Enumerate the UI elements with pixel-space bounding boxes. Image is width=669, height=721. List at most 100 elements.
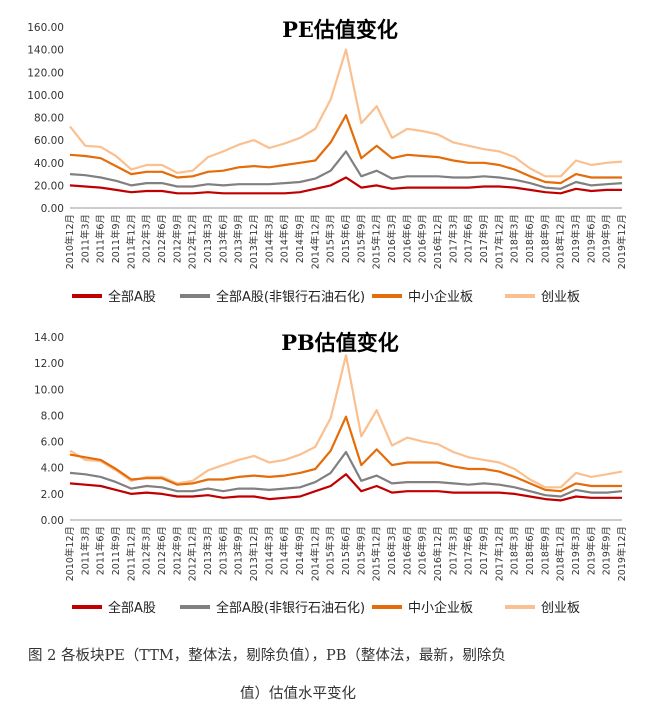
pe-x-tick-label: 2011年9月 [110, 214, 122, 263]
pb-x-tick-label: 2016年9月 [417, 526, 429, 575]
pe-x-tick-label: 2012年6月 [156, 214, 168, 263]
pb-x-tick-label: 2013年6月 [217, 526, 229, 575]
pb-x-tick-label: 2016年3月 [386, 526, 398, 575]
pe-x-tick-label: 2019年3月 [570, 214, 582, 263]
pb-x-tick-label: 2014年9月 [294, 526, 306, 575]
pb-x-tick-label: 2016年12月 [432, 526, 444, 581]
pb-x-tick-label: 2014年6月 [279, 526, 291, 575]
pb-x-tick-label: 2019年9月 [601, 526, 613, 575]
pb-x-tick-label: 2017年9月 [478, 526, 490, 575]
pe-series-line-3 [69, 48, 623, 178]
pe-x-tick-label: 2017年6月 [463, 214, 475, 263]
pb-x-tick-label: 2015年6月 [340, 526, 352, 575]
pe-x-tick-label: 2011年3月 [79, 214, 91, 263]
caption-line-2: 值）估值水平变化 [240, 686, 356, 702]
pb-legend-label-2: 中小企业板 [408, 600, 473, 616]
pb-x-tick-label: 2011年12月 [125, 526, 137, 581]
pb-legend-label-1: 全部A股(非银行石油石化) [216, 600, 365, 616]
pb-y-tick-label: 4.00 [41, 463, 64, 475]
pe-x-tick-label: 2013年6月 [217, 214, 229, 263]
pe-x-tick-label: 2017年12月 [493, 214, 505, 269]
pb-chart-svg: PB估值变化 0.00 2.00 4.00 6.00 8.00 10.00 12.00 14.0… [34, 330, 628, 616]
pe-chart: PE估值变化 0.00 20.00 40.00 60.00 80.00 100.00 120.… [0, 0, 669, 316]
pe-chart-title: PE估值变化 [282, 17, 398, 42]
pb-x-tick-label: 2012年9月 [171, 526, 183, 575]
pb-x-tick-label: 2010年12月 [64, 526, 76, 581]
pb-x-tick-label: 2012年12月 [187, 526, 199, 581]
pb-x-tick-label: 2018年6月 [524, 526, 536, 575]
pe-x-tick-label: 2017年9月 [478, 214, 490, 263]
pb-x-tick-label: 2011年3月 [79, 526, 91, 575]
figure-caption: 图 2 各板块PE（TTM，整体法，剔除负值），PB（整体法，最新，剔除负 值）… [28, 637, 648, 713]
pb-x-tick-label: 2019年12月 [616, 526, 628, 581]
pb-x-tick-label: 2015年3月 [325, 526, 337, 575]
pb-x-tick-label: 2011年9月 [110, 526, 122, 575]
pb-x-tick-label: 2014年12月 [309, 526, 321, 581]
pb-legend-label-0: 全部A股 [108, 600, 156, 616]
pe-x-tick-label: 2013年12月 [248, 214, 260, 269]
pe-y-tick-label: 140.00 [27, 45, 64, 57]
caption-line-1: 图 2 各板块PE（TTM，整体法，剔除负值），PB（整体法，最新，剔除负 [28, 648, 506, 664]
pe-x-tick-label: 2012年12月 [187, 214, 199, 269]
pe-x-tick-label: 2015年9月 [355, 214, 367, 263]
pe-y-tick-label: 160.00 [27, 22, 64, 34]
pb-x-tick-label: 2014年3月 [263, 526, 275, 575]
pb-x-tick-label: 2015年12月 [371, 526, 383, 581]
pb-chart: PB估值变化 0.00 2.00 4.00 6.00 8.00 10.00 12.00 14.0… [0, 320, 669, 625]
pe-y-tick-label: 100.00 [27, 90, 64, 102]
pb-series-line-1 [69, 450, 623, 498]
pb-x-tick-label: 2017年12月 [493, 526, 505, 581]
pe-x-tick-label: 2018年12月 [555, 214, 567, 269]
pe-x-tick-label: 2019年12月 [616, 214, 628, 269]
pe-series-line-0 [69, 176, 622, 195]
pe-x-tick-label: 2019年6月 [585, 214, 597, 263]
pb-x-tick-label: 2018年3月 [509, 526, 521, 575]
pb-legend-label-3: 创业板 [541, 601, 580, 616]
pe-x-tick-label: 2013年3月 [202, 214, 214, 263]
pb-x-tick-label: 2017年6月 [463, 526, 475, 575]
pe-x-tick-label: 2016年3月 [386, 214, 398, 263]
pe-x-tick-label: 2018年3月 [509, 214, 521, 263]
pb-y-tick-label: 6.00 [41, 437, 64, 449]
pe-x-tick-label: 2012年3月 [141, 214, 153, 263]
pe-x-tick-label: 2014年3月 [263, 214, 275, 263]
pe-legend-label-2: 中小企业板 [408, 289, 473, 305]
pe-x-tick-label: 2015年6月 [340, 214, 352, 263]
pb-x-tick-label: 2013年9月 [233, 526, 245, 575]
pb-x-tick-label: 2012年3月 [141, 526, 153, 575]
pb-y-tick-label: 12.00 [34, 358, 64, 370]
pe-x-tick-label: 2017年3月 [447, 214, 459, 263]
pe-x-tick-label: 2018年9月 [539, 214, 551, 263]
pb-series-line-0 [69, 473, 622, 502]
pb-y-tick-label: 0.00 [41, 515, 64, 527]
pb-y-tick-label: 2.00 [41, 489, 64, 501]
pe-x-tick-label: 2011年12月 [125, 214, 137, 269]
pe-legend-label-1: 全部A股(非银行石油石化) [216, 289, 365, 305]
pe-legend-label-3: 创业板 [541, 290, 580, 305]
pe-x-tick-label: 2016年12月 [432, 214, 444, 269]
pb-x-tick-label: 2012年6月 [156, 526, 168, 575]
pb-x-tick-label: 2017年3月 [447, 526, 459, 575]
pb-series-line-2 [69, 415, 622, 493]
pe-x-tick-label: 2014年12月 [309, 214, 321, 269]
pe-x-tick-label: 2018年6月 [524, 214, 536, 263]
pb-x-tick-label: 2011年6月 [95, 526, 107, 575]
pe-y-tick-label: 0.00 [41, 203, 64, 215]
pe-x-tick-label: 2016年9月 [417, 214, 429, 263]
pe-x-tick-label: 2012年9月 [171, 214, 183, 263]
pb-x-tick-label: 2013年3月 [202, 526, 214, 575]
pe-y-tick-label: 60.00 [34, 135, 64, 147]
pe-x-tick-label: 2014年6月 [279, 214, 291, 263]
pe-x-tick-label: 2010年12月 [64, 214, 76, 269]
pb-y-tick-label: 8.00 [41, 410, 64, 422]
pe-x-tick-label: 2011年6月 [95, 214, 107, 263]
pb-y-tick-label: 10.00 [34, 384, 64, 396]
pb-x-tick-label: 2019年6月 [585, 526, 597, 575]
pe-x-tick-label: 2014年9月 [294, 214, 306, 263]
pe-x-tick-label: 2016年6月 [401, 214, 413, 263]
pb-x-tick-label: 2019年3月 [570, 526, 582, 575]
pe-legend-label-0: 全部A股 [108, 289, 156, 305]
pe-chart-svg: PE估值变化 0.00 20.00 40.00 60.00 80.00 100.00 120.… [27, 17, 628, 305]
pe-y-tick-label: 20.00 [34, 180, 64, 192]
pe-y-tick-label: 120.00 [27, 67, 64, 79]
